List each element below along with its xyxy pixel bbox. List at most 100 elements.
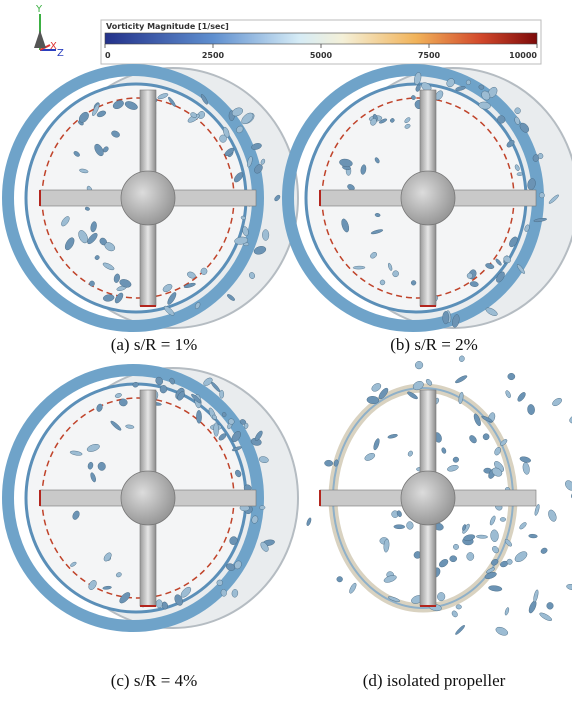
vortex-blob [485,307,498,316]
colorbar-tick-label: 0 [105,51,111,60]
vortex-blob [441,447,447,454]
vortex-blob [103,552,112,562]
vortex-blob [455,86,466,91]
vortex-blob [463,534,476,541]
vortex-blob [125,424,135,429]
vortex-blob [132,381,139,388]
vortex-blob [102,146,109,153]
panel: (a) s/R = 1% [2,64,299,354]
vortex-blob [220,589,227,597]
vortex-blob [534,504,540,516]
panel: (c) s/R = 4% [2,364,299,690]
vortex-blob [231,589,239,598]
vortex-blob [240,215,246,220]
vortex-blob [242,226,249,237]
vortex-blob [446,78,455,88]
duct-front [2,64,264,332]
vortex-blob [196,410,202,424]
vortex-blob [486,567,496,574]
vortex-blob [404,117,411,124]
vortex-blob [235,469,242,478]
vortex-blob [88,580,97,590]
vortex-blob [96,110,107,118]
vortex-blob [495,258,502,266]
vortex-blob [527,404,535,415]
vortex-blob [366,396,380,404]
vortex-blob [566,584,572,591]
vortex-blob [174,594,183,606]
vortex-blob [396,510,402,517]
vortex-blob [112,100,124,109]
vortex-blob [119,398,128,407]
vortex-blob [552,397,562,407]
vortex-blob [410,280,417,286]
vortex-blob [379,279,386,286]
axis-label: Y [35,4,43,15]
vortex-blob [159,385,168,394]
vortex-blob [349,582,357,594]
vortex-blob [253,246,267,255]
vortex-blob [504,607,510,616]
vortex-blob [229,536,238,545]
vortex-blob [61,216,70,227]
colorbar-tick-label: 10000 [509,51,537,60]
vortex-blob [455,625,465,635]
vortex-blob [414,72,422,85]
duct-front [282,64,544,332]
hub [120,470,176,526]
vortex-blob [462,524,467,531]
vortex-blob [114,393,122,398]
hub [400,170,456,226]
vortex-blob [92,103,100,117]
vortex-blob [180,586,192,598]
vortex-blob [241,112,254,125]
vortex-blob [439,559,449,568]
vortex-blob [390,118,395,123]
vortex-blob [70,561,77,567]
vortex-blob [407,450,413,457]
vortex-blob [231,107,243,117]
vortex-blob [488,585,503,592]
vortex-blob [455,375,468,384]
vortex-blob [260,158,266,165]
vortex-blob [162,284,173,293]
vortex-blob [393,524,406,530]
vortex-blob [72,510,80,520]
vortex-blob [234,236,249,245]
vortex-blob [524,224,530,232]
vortex-blob [259,505,266,510]
vortex-blob [87,232,98,245]
vortex-blob [435,90,444,101]
vortex-blob [406,521,414,530]
vortex-blob [115,572,122,578]
vortex-blob [537,153,544,159]
vortex-blob [190,112,198,118]
vortex-blob [453,543,459,550]
vortex-blob [274,194,281,202]
vortex-blob [516,172,523,176]
vortex-blob [466,272,473,279]
vortex-blob [200,267,208,275]
axis-label: X [50,41,57,52]
vortex-blob [519,456,531,463]
vortex-blob [161,601,168,610]
vortex-blob [548,509,557,522]
vortex-blob [233,172,244,183]
vortex-blob [505,390,511,399]
vortex-blob [533,589,539,603]
vortex-blob [87,461,94,470]
vortex-blob [374,157,380,164]
vortex-blob [490,529,499,542]
vortex-blob [86,444,100,452]
axis-triad: Y X Z [34,4,64,59]
vortex-blob [373,438,380,451]
vortex-blob [94,255,100,260]
vortex-blob [507,373,516,381]
vortex-blob [533,218,547,223]
colorbar-tick-label: 7500 [418,51,441,60]
vortex-blob [492,546,499,554]
vortex-blob [155,376,163,386]
vortex-blob [466,552,475,561]
vortex-blob [243,422,249,429]
vortex-blob [251,515,259,524]
